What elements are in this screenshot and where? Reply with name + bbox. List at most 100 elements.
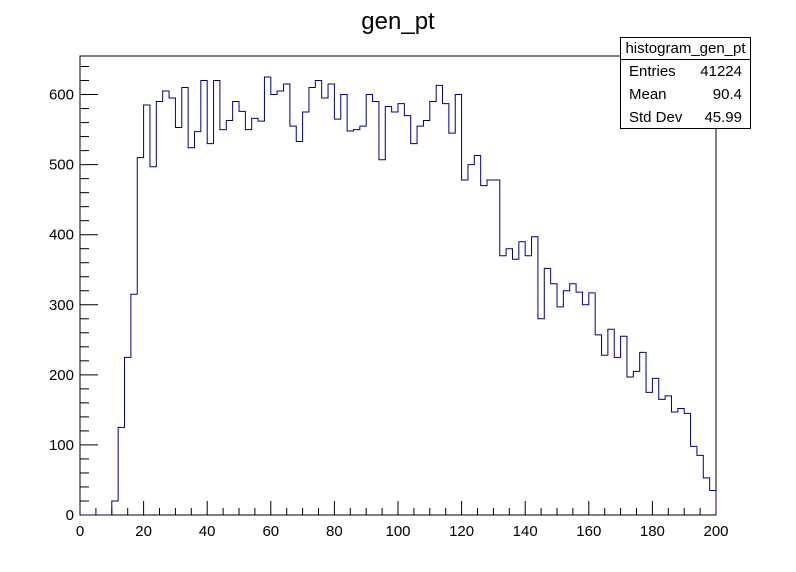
histogram-bin <box>621 336 627 515</box>
histogram-bin <box>519 242 525 515</box>
histogram-bin <box>194 132 200 515</box>
x-tick-label: 100 <box>385 523 410 540</box>
histogram-outline <box>80 76 717 516</box>
histogram-bin <box>474 156 480 515</box>
histogram-bin <box>150 167 156 515</box>
histogram-bin <box>188 148 194 515</box>
histogram-bin <box>684 413 690 515</box>
histogram-bin <box>303 112 309 515</box>
x-tick-label: 60 <box>262 523 279 540</box>
x-axis: 0 20 40 60 80 100 120 140 160 180 200 <box>76 501 729 540</box>
histogram-bin <box>449 133 455 515</box>
histogram-bin <box>557 307 563 515</box>
histogram-bin <box>551 284 557 515</box>
histogram-bin <box>423 120 429 515</box>
x-tick-label: 160 <box>576 523 601 540</box>
histogram-bin <box>436 85 442 515</box>
histogram-bin <box>175 127 181 515</box>
histogram-bin <box>226 120 232 515</box>
y-tick-label: 600 <box>49 87 74 104</box>
histogram-bin <box>493 180 499 515</box>
histogram-bin <box>703 478 709 515</box>
histogram-bin <box>506 249 512 515</box>
histogram-bin <box>137 158 143 515</box>
histogram-bin <box>589 293 595 515</box>
histogram-bin <box>366 95 372 515</box>
histogram-bin <box>309 88 315 515</box>
histogram-bin <box>118 427 124 515</box>
histogram-bin <box>538 319 544 515</box>
histogram-bin <box>277 91 283 515</box>
histogram-bin <box>284 84 290 515</box>
y-tick-label: 100 <box>49 437 74 454</box>
x-tick-label: 0 <box>76 523 84 540</box>
histogram-bin <box>252 118 258 515</box>
histogram-bin <box>468 165 474 515</box>
histogram-bin <box>322 98 328 515</box>
stats-box: histogram_gen_pt Entries 41224 Mean 90.4… <box>620 37 751 129</box>
histogram-bin <box>608 329 614 515</box>
histogram-bin <box>462 180 468 515</box>
histogram-bin <box>328 84 334 515</box>
histogram-bin <box>385 106 391 515</box>
histogram-bin <box>201 81 207 515</box>
histogram-bins <box>112 77 716 515</box>
histogram-bin <box>481 186 487 515</box>
y-tick-label: 400 <box>49 227 74 244</box>
y-axis: 0 100 200 300 400 500 600 <box>49 66 98 524</box>
histogram-bin <box>614 357 620 515</box>
y-tick-label: 0 <box>66 507 74 524</box>
histogram-bin <box>710 490 716 515</box>
histogram-bin <box>264 77 270 515</box>
histogram-bin <box>525 256 531 515</box>
histogram-bin <box>392 112 398 515</box>
stats-row-stddev: Std Dev 45.99 <box>621 106 750 129</box>
histogram-bin <box>455 95 461 515</box>
histogram-bin <box>633 371 639 515</box>
histogram-bin <box>163 91 169 515</box>
histogram-bin <box>341 95 347 515</box>
histogram-bin <box>182 88 188 515</box>
histogram-bin <box>417 126 423 515</box>
histogram-bin <box>640 352 646 515</box>
histogram-bin <box>271 95 277 515</box>
histogram-bin <box>646 392 652 515</box>
histogram-bin <box>659 399 665 515</box>
histogram-bin <box>315 81 321 515</box>
stats-title: histogram_gen_pt <box>621 38 750 60</box>
histogram-bin <box>239 111 245 515</box>
histogram-bin <box>334 119 340 515</box>
histogram-bin <box>258 121 264 515</box>
histogram-bin <box>353 130 359 515</box>
histogram-bin <box>697 455 703 515</box>
histogram-bin <box>404 116 410 515</box>
histogram-bin <box>296 141 302 515</box>
histogram-bin <box>156 102 162 515</box>
histogram-bin <box>131 294 137 515</box>
x-tick-label: 20 <box>135 523 152 540</box>
histogram-bin <box>144 105 150 515</box>
histogram-bin <box>678 408 684 515</box>
x-tick-label: 200 <box>703 523 728 540</box>
histogram-bin <box>430 102 436 515</box>
histogram-bin <box>671 412 677 515</box>
histogram-bin <box>398 104 404 515</box>
x-tick-label: 40 <box>199 523 216 540</box>
mean-value: 90.4 <box>712 86 742 103</box>
histogram-bin <box>379 160 385 515</box>
histogram-bin <box>220 130 226 515</box>
stddev-label: Std Dev <box>629 109 683 126</box>
histogram-bin <box>512 259 518 515</box>
entries-label: Entries <box>629 63 676 80</box>
histogram-bin <box>233 102 239 515</box>
y-tick-label: 300 <box>49 297 74 314</box>
histogram-bin <box>595 335 601 515</box>
histogram-bin <box>652 378 658 515</box>
histogram-bin <box>665 396 671 515</box>
histogram-bin <box>245 130 251 515</box>
histogram-bin <box>691 446 697 515</box>
histogram-bin <box>214 81 220 515</box>
histogram-bin <box>582 305 588 515</box>
stddev-value: 45.99 <box>704 109 742 126</box>
histogram-bin <box>169 98 175 515</box>
